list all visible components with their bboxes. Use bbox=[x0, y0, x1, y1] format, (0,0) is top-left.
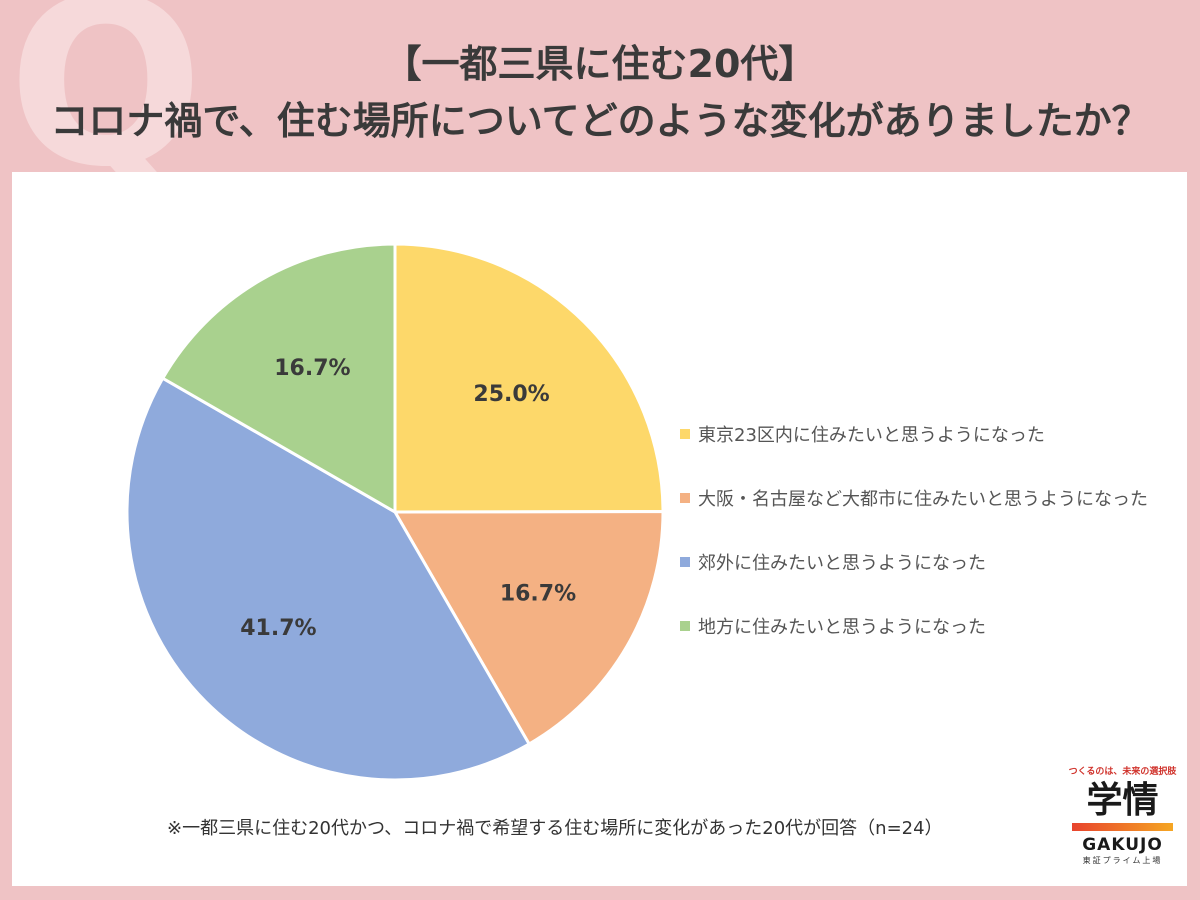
legend-item-3: 郊外に住みたいと思うようになった bbox=[680, 530, 1148, 594]
logo-kanji: 学情 bbox=[1086, 780, 1159, 821]
slice-data-label-3: 41.7% bbox=[240, 616, 316, 641]
chart-title: 【一都三県に住む20代】 コロナ禍で、住む場所についてどのような変化がありました… bbox=[0, 36, 1200, 150]
logo-sub: 東証プライム上場 bbox=[1082, 856, 1163, 865]
legend-swatch bbox=[680, 557, 690, 567]
legend-item-2: 大阪・名古屋など大都市に住みたいと思うようになった bbox=[680, 466, 1148, 530]
legend-label: 東京23区内に住みたいと思うようになった bbox=[698, 425, 1045, 446]
legend-item-4: 地方に住みたいと思うようになった bbox=[680, 594, 1148, 658]
legend-label: 郊外に住みたいと思うようになった bbox=[698, 553, 986, 574]
pie-slice-3 bbox=[125, 376, 532, 782]
legend-item-1: 東京23区内に住みたいと思うようになった bbox=[680, 402, 1148, 466]
pie-slice-4 bbox=[160, 242, 397, 515]
logo-bar bbox=[1072, 823, 1173, 831]
legend-label: 大阪・名古屋など大都市に住みたいと思うようになった bbox=[698, 489, 1148, 510]
title-line-2: コロナ禍で、住む場所についてどのような変化がありましたか？ bbox=[50, 99, 1150, 143]
footnote: ※一都三県に住む20代かつ、コロナ禍で希望する住む場所に変化があった20代が回答… bbox=[167, 818, 943, 839]
legend-label: 地方に住みたいと思うようになった bbox=[698, 617, 986, 638]
slice-data-label-1: 25.0% bbox=[473, 382, 549, 407]
legend-swatch bbox=[680, 429, 690, 439]
legend-swatch bbox=[680, 621, 690, 631]
q-watermark: Q bbox=[8, 0, 204, 218]
legend-swatch bbox=[680, 493, 690, 503]
pie-slice-1 bbox=[393, 242, 665, 514]
slice-data-label-4: 16.7% bbox=[274, 356, 350, 381]
slice-data-label-2: 16.7% bbox=[500, 581, 576, 606]
pie-chart: 25.0% 16.7% 41.7% 16.7% bbox=[125, 242, 665, 782]
pie-slice-2 bbox=[392, 510, 665, 747]
logo-brand: GAKUJO bbox=[1082, 835, 1163, 855]
logo-tagline: つくるのは、未来の選択肢 bbox=[1068, 767, 1177, 777]
chart-legend: 東京23区内に住みたいと思うようになった大阪・名古屋など大都市に住みたいと思うよ… bbox=[680, 402, 1148, 658]
chart-panel: 25.0% 16.7% 41.7% 16.7% 東京23区内に住みたいと思うようになっ… bbox=[12, 172, 1187, 886]
title-line-1: 【一都三県に住む20代】 bbox=[383, 42, 817, 86]
gakujo-logo: つくるのは、未来の選択肢 学情 GAKUJO 東証プライム上場 bbox=[1060, 764, 1185, 866]
